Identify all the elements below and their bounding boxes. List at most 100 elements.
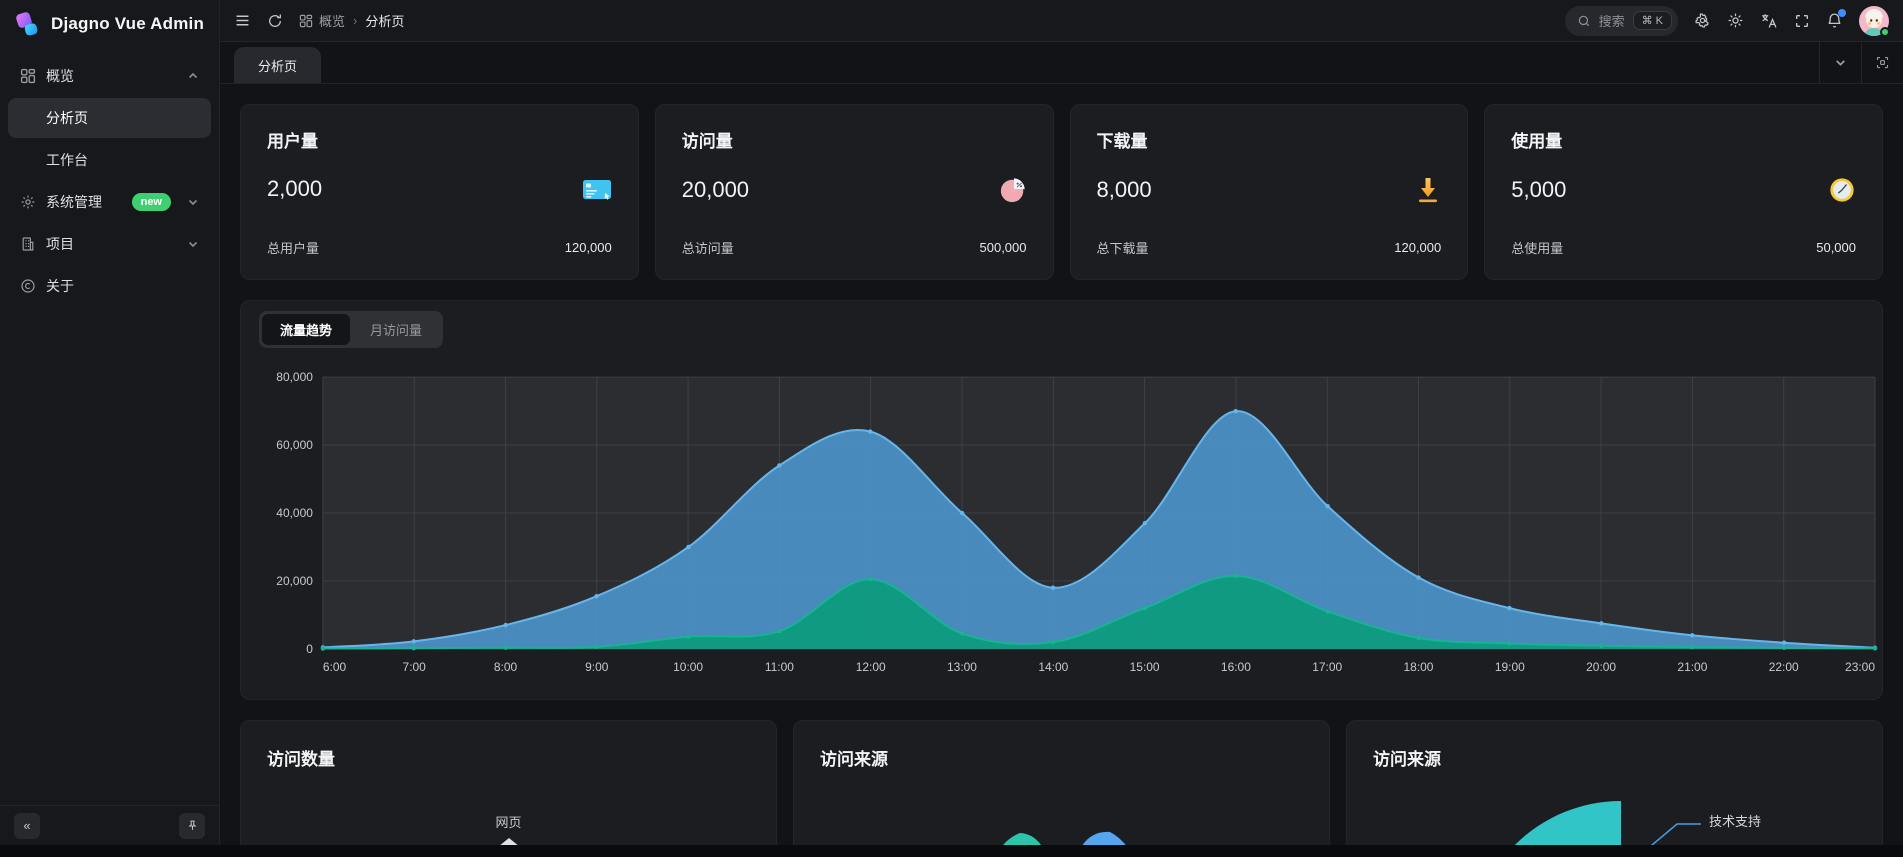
svg-text:80,000: 80,000	[276, 370, 313, 384]
sidebar-pin-button[interactable]	[179, 812, 205, 839]
svg-text:40,000: 40,000	[276, 506, 313, 520]
card-title: 访问来源	[820, 750, 888, 769]
traffic-area-chart: 0 20,000 40,000 60,000 80,000 6:00 7:00 8:00 9:0…	[276, 370, 1878, 674]
translate-icon	[1762, 13, 1777, 28]
gear-icon	[20, 194, 36, 210]
sidebar-item-system[interactable]: 系统管理 new	[8, 182, 211, 222]
stat-total-value: 120,000	[564, 240, 612, 255]
funnel-chart: 网页	[267, 812, 750, 845]
svg-text:23:00: 23:00	[1845, 660, 1875, 674]
stat-value: 20,000	[681, 177, 750, 202]
sidebar-item-about[interactable]: 关于	[8, 266, 211, 306]
sidebar-item-analysis[interactable]: 分析页	[8, 98, 211, 138]
svg-text:8:00: 8:00	[494, 660, 518, 674]
breadcrumb: 概览 › 分析页	[299, 11, 404, 30]
avatar-image	[1859, 5, 1889, 36]
refresh-icon	[269, 13, 281, 27]
svg-text:21:00: 21:00	[1677, 660, 1707, 674]
stat-card-downloads: 下载量 8,000 总下载量	[1069, 104, 1469, 280]
user-avatar[interactable]	[1859, 5, 1890, 37]
sidebar-item-overview[interactable]: 概览	[8, 56, 211, 96]
sidebar-item-label: 概览	[46, 68, 74, 84]
gear-icon	[1695, 13, 1709, 28]
notifications-button[interactable]	[1826, 9, 1846, 29]
language-button[interactable]	[1760, 12, 1778, 30]
sidebar-item-project[interactable]: 项目	[8, 224, 211, 264]
chart-tab-traffic[interactable]: 流量趋势	[262, 314, 351, 345]
svg-text:15:00: 15:00	[1130, 660, 1160, 674]
tab-label: 分析页	[258, 58, 298, 74]
sidebar-item-label: 项目	[46, 236, 74, 252]
sidebar-footer: «	[0, 805, 219, 845]
chart-tab-monthly[interactable]: 月访问量	[352, 314, 440, 345]
pie-icon	[999, 176, 1027, 204]
logo-row: Djagno Vue Admin	[0, 0, 219, 48]
stat-title: 使用量	[1511, 132, 1563, 151]
svg-text:13:00: 13:00	[947, 660, 977, 674]
stat-total-label: 总使用量	[1511, 241, 1564, 256]
sidebar-collapse-button[interactable]: «	[14, 812, 40, 839]
new-badge: new	[131, 193, 171, 211]
stat-card-users: 用户量 2,000	[240, 104, 639, 280]
stat-value: 8,000	[1096, 177, 1152, 202]
chart-tab-group: 流量趋势 月访问量	[259, 311, 444, 348]
menu-toggle-button[interactable]	[234, 12, 251, 29]
tab-list-button[interactable]	[1819, 41, 1861, 83]
stat-total-value: 120,000	[1394, 240, 1442, 255]
id-card-icon	[582, 177, 612, 201]
svg-text:18:00: 18:00	[1404, 660, 1434, 674]
tab-analysis[interactable]: 分析页	[234, 47, 322, 83]
breadcrumb-root-label: 概览	[319, 14, 346, 29]
content-maximize-button[interactable]	[1861, 41, 1903, 83]
stat-value: 5,000	[1511, 177, 1567, 202]
page-content: 用户量 2,000	[220, 84, 1903, 845]
visit-source-pie-card: 访问来源 技术支持	[1346, 720, 1883, 845]
theme-toggle-button[interactable]	[1727, 12, 1744, 29]
svg-text:19:00: 19:00	[1495, 660, 1525, 674]
funnel-apex-shape	[492, 838, 525, 845]
search-box[interactable]: 搜索 ⌘ K	[1564, 5, 1678, 36]
breadcrumb-current: 分析页	[365, 14, 405, 29]
svg-text:17:00: 17:00	[1312, 660, 1342, 674]
svg-text:9:00: 9:00	[585, 660, 609, 674]
stat-value: 2,000	[267, 176, 323, 201]
funnel-top-label: 网页	[495, 815, 522, 830]
topbar-actions: 搜索 ⌘ K	[1564, 5, 1890, 37]
expand-icon	[1796, 14, 1808, 27]
building-icon	[20, 236, 36, 252]
svg-text:22:00: 22:00	[1769, 660, 1799, 674]
sidebar-item-label: 系统管理	[46, 194, 102, 210]
svg-text:0: 0	[306, 642, 313, 656]
stat-total-value: 50,000	[1816, 240, 1856, 255]
svg-text:16:00: 16:00	[1221, 660, 1251, 674]
traffic-chart-card: 流量趋势 月访问量 0 20,000 40,000 60,000 80,000 6:00 7…	[240, 300, 1883, 700]
rose-chart	[1003, 831, 1126, 845]
sidebar-item-workbench[interactable]: 工作台	[8, 140, 211, 180]
svg-text:10:00: 10:00	[673, 660, 703, 674]
stats-row: 用户量 2,000	[240, 104, 1883, 280]
refresh-button[interactable]	[267, 13, 283, 29]
chevron-down-icon	[187, 238, 199, 250]
bell-icon	[1828, 13, 1841, 28]
stat-title: 用户量	[267, 132, 318, 151]
sidebar-item-label: 工作台	[46, 152, 88, 168]
annotation-line	[1650, 823, 1701, 845]
stat-card-visits: 访问量 20,000	[654, 104, 1054, 280]
pie-chart	[1514, 801, 1701, 845]
maximize-icon	[1876, 56, 1889, 68]
search-placeholder: 搜索	[1598, 14, 1625, 29]
visit-source-rose-card: 访问来源	[793, 720, 1330, 845]
pin-icon	[188, 820, 196, 830]
stat-total-value: 500,000	[979, 240, 1027, 255]
tab-actions	[1819, 41, 1903, 83]
settings-button[interactable]	[1694, 12, 1711, 29]
grid-icon	[299, 14, 313, 27]
topbar: 概览 › 分析页 搜索 ⌘ K	[220, 0, 1903, 42]
breadcrumb-overview[interactable]: 概览	[299, 11, 345, 30]
svg-text:12:00: 12:00	[856, 660, 886, 674]
stat-title: 访问量	[681, 132, 733, 151]
fullscreen-button[interactable]	[1794, 13, 1810, 29]
sidebar: Djagno Vue Admin 概览 分析页 工作台	[0, 0, 220, 845]
stat-total-label: 总用户量	[267, 241, 320, 256]
